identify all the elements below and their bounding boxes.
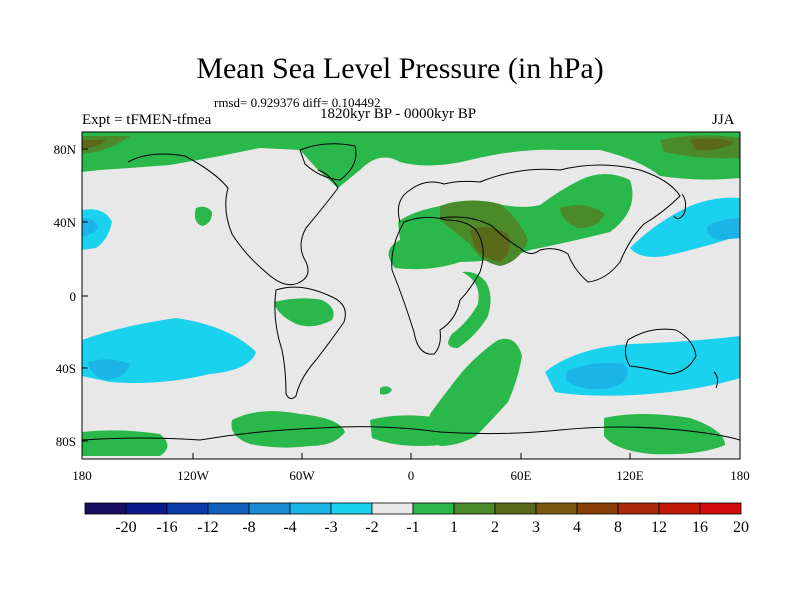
colorbar-label: -4 bbox=[283, 519, 296, 536]
lon-label: 120W bbox=[177, 468, 210, 483]
colorbar-swatch bbox=[125, 502, 168, 515]
colorbar-label: -1 bbox=[406, 519, 419, 536]
lon-label: 0 bbox=[408, 468, 415, 483]
colorbar: -20 -16 -12 -8 -4 -3 -2 -1 1 2 3 4 8 12 16 20 bbox=[84, 502, 749, 536]
colorbar-label: -16 bbox=[156, 519, 177, 536]
australia-coast bbox=[624, 328, 697, 375]
colorbar-label: 2 bbox=[491, 519, 499, 536]
season-label: JJA bbox=[712, 112, 735, 128]
lon-label: 60E bbox=[511, 468, 532, 483]
colorbar-label: -20 bbox=[115, 519, 136, 536]
colorbar-label: 4 bbox=[573, 519, 581, 536]
contour-fill-negative bbox=[82, 197, 740, 396]
colorbar-swatch bbox=[699, 502, 742, 515]
colorbar-swatch bbox=[248, 502, 291, 515]
colorbar-swatch bbox=[289, 502, 332, 515]
new-zealand-coast bbox=[713, 371, 719, 389]
greenland-coast bbox=[299, 143, 357, 181]
lat-label: 0 bbox=[70, 289, 77, 304]
axis-ticks bbox=[82, 148, 631, 459]
colorbar-swatch bbox=[617, 502, 660, 515]
colorbar-swatch bbox=[453, 502, 496, 515]
colorbar-swatch bbox=[207, 502, 250, 515]
rmsd-stats: rmsd= 0.929376 diff= 0.104492 bbox=[214, 95, 381, 110]
colorbar-label: -8 bbox=[242, 519, 255, 536]
colorbar-label: 16 bbox=[692, 519, 708, 536]
colorbar-swatch bbox=[330, 502, 373, 515]
lat-label: 80S bbox=[56, 434, 76, 449]
japan-coast bbox=[673, 193, 687, 220]
colorbar-swatch bbox=[494, 502, 537, 515]
colorbar-label: 12 bbox=[651, 519, 667, 536]
north-america-coast bbox=[127, 153, 339, 286]
south-america-coast bbox=[274, 286, 346, 400]
lon-label: 180 bbox=[730, 468, 750, 483]
colorbar-label: -12 bbox=[197, 519, 218, 536]
colorbar-swatch bbox=[412, 502, 455, 515]
eurasia-coast bbox=[397, 164, 681, 283]
experiment-label: Expt = tFMEN-tfmea bbox=[82, 112, 212, 128]
map-panel bbox=[82, 132, 740, 459]
period-label: 1820kyr BP - 0000kyr BP bbox=[320, 106, 477, 122]
colorbar-label: -3 bbox=[324, 519, 337, 536]
colorbar-label: 1 bbox=[450, 519, 458, 536]
map-background bbox=[82, 132, 740, 459]
colorbar-swatch bbox=[371, 502, 414, 515]
antarctica-coast bbox=[82, 426, 740, 441]
colorbar-swatch bbox=[166, 502, 209, 515]
map-title: Mean Sea Level Pressure (in hPa) bbox=[196, 52, 604, 85]
colorbar-label: -2 bbox=[365, 519, 378, 536]
lat-label: 80N bbox=[54, 142, 77, 157]
colorbar-swatch bbox=[658, 502, 701, 515]
colorbar-swatch bbox=[535, 502, 578, 515]
lon-label: 120E bbox=[616, 468, 644, 483]
colorbar-label: 20 bbox=[733, 519, 749, 536]
colorbar-swatch bbox=[576, 502, 619, 515]
coastlines bbox=[82, 143, 740, 441]
colorbar-label: 3 bbox=[532, 519, 540, 536]
colorbar-label: 8 bbox=[614, 519, 622, 536]
lat-label: 40S bbox=[56, 361, 76, 376]
lat-label: 40N bbox=[54, 215, 77, 230]
lon-label: 60W bbox=[289, 468, 315, 483]
africa-coast bbox=[391, 216, 484, 355]
colorbar-swatch bbox=[84, 502, 127, 515]
lon-label: 180 bbox=[72, 468, 92, 483]
